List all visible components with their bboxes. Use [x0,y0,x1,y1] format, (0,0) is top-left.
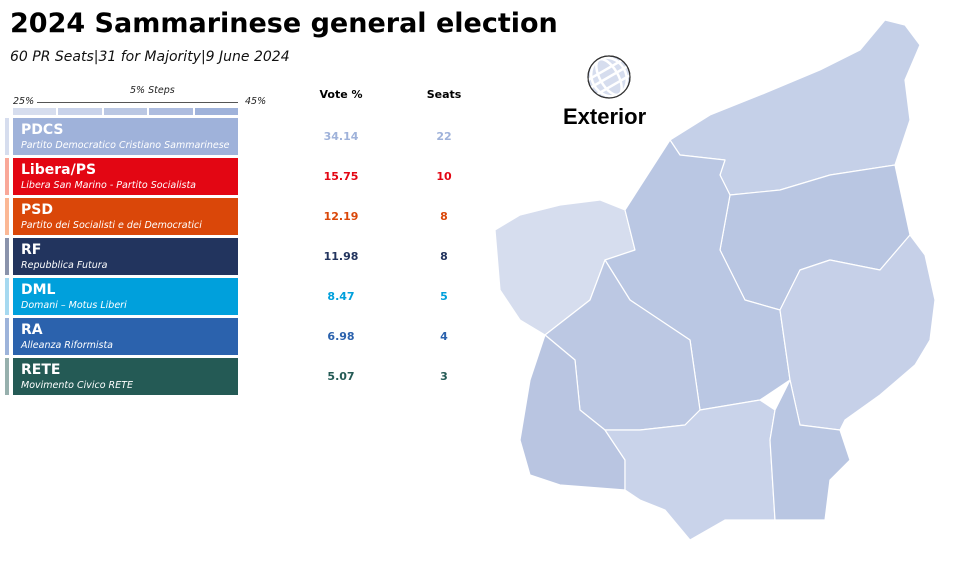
party-bar: PSD Partito dei Socialisti e dei Democra… [13,198,238,235]
scale-min: 25% [13,96,35,107]
party-bar: Libera/PS Libera San Marino - Partito So… [13,158,238,195]
seats-value: 3 [440,370,448,383]
party-name: Movimento Civico RETE [21,380,133,391]
header-vote: Vote % [319,88,363,101]
vote-value: 5.07 [327,370,355,383]
vote-value: 11.98 [323,250,359,263]
party-abbr: Libera/PS [21,162,97,178]
party-bar: RETE Movimento Civico RETE [13,358,238,395]
scale-step-2 [103,108,148,115]
party-name: Partito Democratico Cristiano Sammarines… [21,140,230,151]
party-name: Alleanza Riformista [21,340,113,351]
subtitle: 60 PR Seats|31 for Majority|9 June 2024 [10,49,290,65]
page-title: 2024 Sammarinese general election [10,8,558,39]
party-abbr: RA [21,322,43,338]
globe-icon [587,55,632,99]
seats-value: 10 [436,170,452,183]
scale-line [37,102,238,103]
party-bar: DML Domani – Motus Liberi [13,278,238,315]
party-name: Repubblica Futura [21,260,108,271]
header-seats: Seats [426,88,462,101]
seats-value: 8 [440,250,448,263]
party-name: Domani – Motus Liberi [21,300,127,311]
party-row-pdcs: PDCS Partito Democratico Cristiano Samma… [0,118,470,155]
party-row-ra: RA Alleanza Riformista 6.98 4 [0,318,470,355]
party-bar: RA Alleanza Riformista [13,318,238,355]
party-abbr: PDCS [21,122,64,138]
scale-steps [13,108,239,115]
party-tab [5,278,9,315]
seats-value: 5 [440,290,448,303]
seats-value: 22 [436,130,452,143]
party-abbr: RF [21,242,42,258]
party-tab [5,318,9,355]
party-bar: PDCS Partito Democratico Cristiano Samma… [13,118,238,155]
party-tab [5,158,9,195]
party-row-psd: PSD Partito dei Socialisti e dei Democra… [0,198,470,235]
party-row-dml: DML Domani – Motus Liberi 8.47 5 [0,278,470,315]
seats-value: 8 [440,210,448,223]
vote-value: 12.19 [323,210,359,223]
scale-step-3 [149,108,193,115]
vote-value: 15.75 [323,170,359,183]
scale-step-0 [13,108,57,115]
scale-step-1 [58,108,102,115]
party-tab [5,118,9,155]
vote-value: 34.14 [323,130,359,143]
scale-max: 45% [245,96,267,107]
scale-step: 5% Steps [130,85,175,96]
exterior-label: Exterior [563,104,647,129]
party-abbr: PSD [21,202,53,218]
party-tab [5,238,9,275]
scale-step-4 [194,108,239,115]
vote-value: 6.98 [327,330,355,343]
party-row-rete: RETE Movimento Civico RETE 5.07 3 [0,358,470,395]
party-row-liberaps: Libera/PS Libera San Marino - Partito So… [0,158,470,195]
seats-value: 4 [440,330,448,343]
party-bar: RF Repubblica Futura [13,238,238,275]
district-southeast [769,379,851,521]
party-name: Partito dei Socialisti e dei Democratici [21,220,202,231]
party-abbr: DML [21,282,56,298]
party-tab [5,358,9,395]
party-abbr: RETE [21,362,61,378]
party-tab [5,198,9,235]
party-name: Libera San Marino - Partito Socialista [21,180,196,191]
party-row-rf: RF Repubblica Futura 11.98 8 [0,238,470,275]
vote-value: 8.47 [327,290,355,303]
